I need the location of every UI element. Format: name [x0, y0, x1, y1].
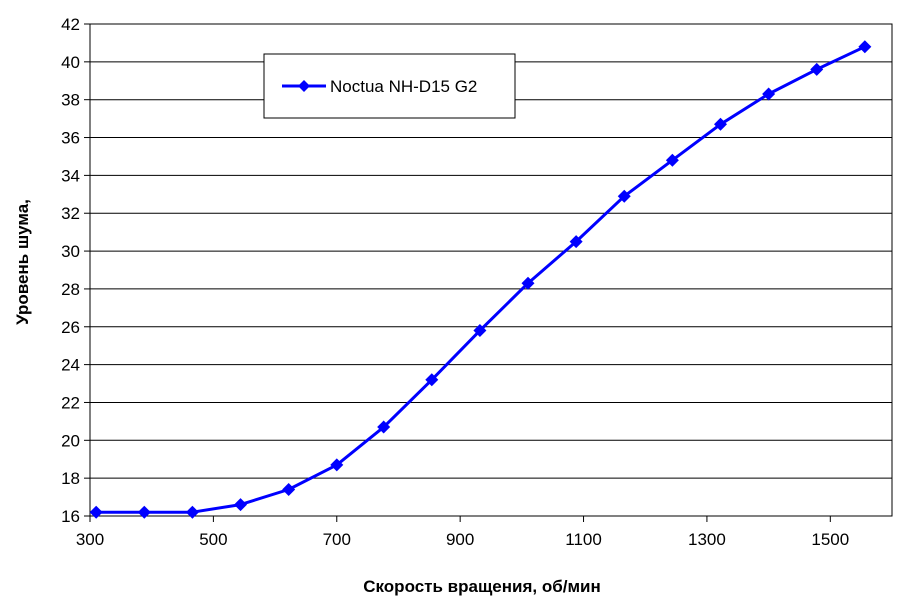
- y-axis: 16 18 20 22 24 26 28 30 32 34 36 38 40 42: [61, 15, 90, 526]
- x-tick-label: 700: [323, 530, 351, 549]
- data-point: [810, 62, 824, 76]
- y-tick-label: 18: [61, 469, 80, 488]
- data-point: [234, 498, 248, 512]
- y-tick-label: 42: [61, 15, 80, 34]
- data-point: [617, 189, 631, 203]
- data-point: [521, 276, 535, 290]
- x-tick-label: 500: [199, 530, 227, 549]
- y-tick-label: 26: [61, 318, 80, 337]
- legend-label: Noctua NH-D15 G2: [330, 77, 477, 96]
- x-tick-label: 300: [76, 530, 104, 549]
- series-layer: [89, 40, 872, 519]
- x-tick-label: 1300: [688, 530, 726, 549]
- data-point: [185, 505, 199, 519]
- x-tick-label: 1100: [565, 530, 602, 549]
- y-tick-label: 24: [61, 356, 80, 375]
- data-point: [665, 153, 679, 167]
- y-tick-label: 38: [61, 91, 80, 110]
- y-tick-label: 20: [61, 431, 80, 450]
- grid-lines: [90, 61, 892, 479]
- data-point: [425, 373, 439, 387]
- y-tick-label: 36: [61, 129, 80, 148]
- y-tick-label: 16: [61, 507, 80, 526]
- data-point: [137, 505, 151, 519]
- y-tick-label: 28: [61, 280, 80, 299]
- data-point: [89, 505, 103, 519]
- data-point: [473, 324, 487, 338]
- x-axis-title: Скорость вращения, об/мин: [363, 577, 601, 596]
- y-tick-label: 22: [61, 393, 80, 412]
- x-axis: 300 500 700 900 1100 1300 1500: [76, 516, 849, 549]
- data-point: [569, 235, 583, 249]
- y-tick-label: 40: [61, 53, 80, 72]
- legend-marker-swatch: [298, 80, 310, 92]
- x-tick-label: 1500: [811, 530, 849, 549]
- y-tick-label: 34: [61, 166, 80, 185]
- data-point: [377, 420, 391, 434]
- y-tick-label: 30: [61, 242, 80, 261]
- x-tick-label: 900: [446, 530, 474, 549]
- y-axis-title: Уровень шума,: [13, 199, 32, 325]
- data-point: [330, 458, 344, 472]
- data-point: [713, 117, 727, 131]
- data-point: [858, 40, 872, 54]
- legend: Noctua NH-D15 G2: [263, 53, 516, 119]
- y-tick-label: 32: [61, 204, 80, 223]
- data-point: [282, 483, 296, 497]
- data-point: [762, 87, 776, 101]
